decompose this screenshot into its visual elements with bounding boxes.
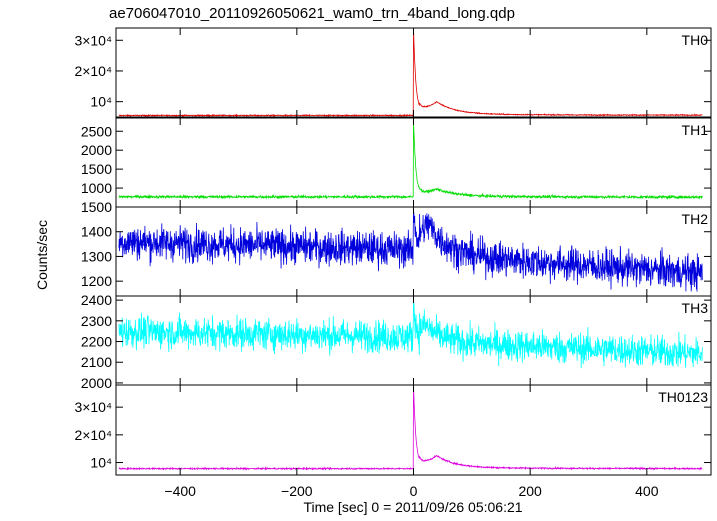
y-tick-label: 2100 bbox=[81, 354, 112, 370]
panel-th0123: TH0123 10⁴ 2×10⁴ 3×10⁴ bbox=[74, 384, 712, 476]
series-line-th0 bbox=[118, 28, 703, 118]
y-tick-label: 10⁴ bbox=[90, 94, 112, 110]
x-tick-label: −200 bbox=[281, 483, 313, 499]
x-tick-label: −400 bbox=[164, 483, 196, 499]
x-tick-label: 200 bbox=[518, 483, 542, 499]
y-tick-label: 1400 bbox=[81, 224, 112, 240]
series-line-th2 bbox=[118, 209, 703, 292]
x-axis-label: Time [sec] 0 = 2011/09/26 05:06:21 bbox=[303, 499, 522, 515]
panel-th1: TH1 1000 1500 2000 2500 bbox=[81, 117, 712, 208]
y-tick-label: 1000 bbox=[81, 180, 112, 196]
panel-label: TH1 bbox=[682, 122, 709, 138]
panel-label: TH0 bbox=[682, 32, 709, 48]
y-tick-label: 2×10⁴ bbox=[74, 427, 112, 443]
chart-title: ae706047010_20110926050621_wam0_trn_4ban… bbox=[109, 5, 515, 22]
panel-label: TH2 bbox=[682, 211, 709, 227]
y-tick-label: 3×10⁴ bbox=[74, 399, 112, 415]
y-tick-label: 1200 bbox=[81, 273, 112, 289]
y-tick-label: 2400 bbox=[81, 292, 112, 308]
panel-th2: TH2 1200 1300 1400 1500 bbox=[81, 199, 712, 297]
panels-layer: TH010⁴2×10⁴3×10⁴TH11000150020002500TH212… bbox=[74, 27, 712, 499]
y-axis-label: Counts/sec bbox=[34, 220, 50, 290]
y-tick-label: 1500 bbox=[81, 161, 112, 177]
series-line-th0123 bbox=[118, 384, 703, 471]
panel-th0: TH0 10⁴ 2×10⁴ 3×10⁴ bbox=[74, 27, 712, 118]
panel-th3: TH3 2000 2100 2200 2300 2400 bbox=[81, 292, 712, 391]
y-tick-label: 2500 bbox=[81, 123, 112, 139]
panel-label: TH0123 bbox=[658, 389, 708, 405]
y-tick-label: 2000 bbox=[81, 375, 112, 391]
x-tick-label: 0 bbox=[410, 483, 418, 499]
series-line-th1 bbox=[118, 119, 703, 200]
y-tick-label: 3×10⁴ bbox=[74, 32, 112, 48]
y-tick-label: 2×10⁴ bbox=[74, 63, 112, 79]
y-tick-label: 1300 bbox=[81, 248, 112, 264]
y-tick-label: 10⁴ bbox=[90, 455, 112, 471]
series-line-th3 bbox=[118, 300, 703, 369]
panel-label: TH3 bbox=[682, 300, 709, 316]
y-tick-label: 2300 bbox=[81, 313, 112, 329]
y-tick-label: 1500 bbox=[81, 199, 112, 215]
x-tick-label: 400 bbox=[635, 483, 659, 499]
y-tick-label: 2000 bbox=[81, 142, 112, 158]
y-tick-label: 2200 bbox=[81, 334, 112, 350]
